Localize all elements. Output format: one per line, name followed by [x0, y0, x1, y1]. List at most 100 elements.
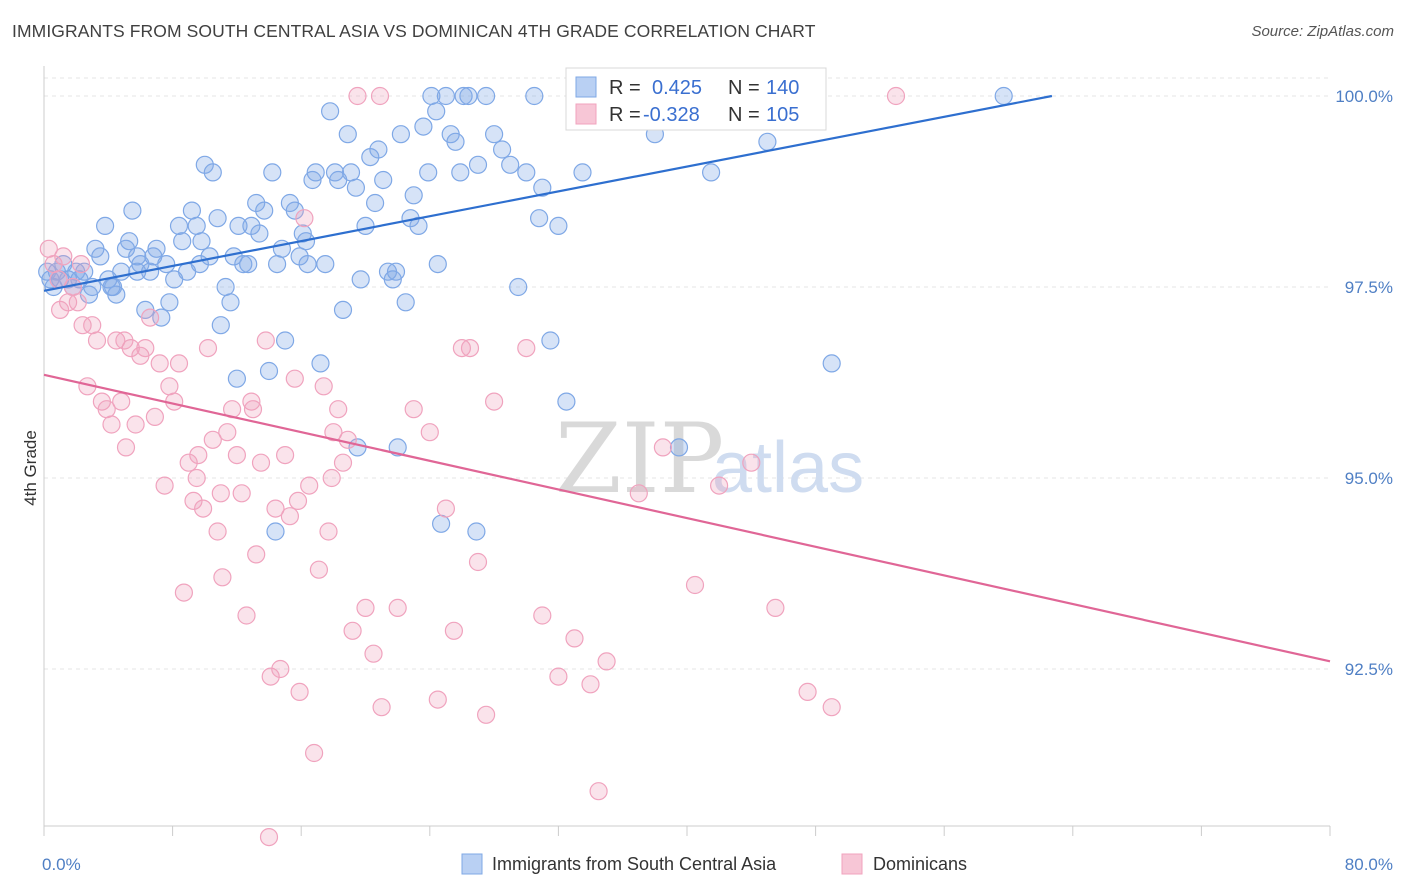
point-south-central-asia-54 — [259, 361, 279, 381]
legend-label-dominicans: Dominicans — [873, 854, 967, 874]
point-dominicans-17 — [121, 339, 140, 358]
point-dominicans-67 — [372, 698, 391, 717]
point-south-central-asia-133 — [529, 209, 549, 228]
stats-n-label-1: N = — [728, 77, 760, 99]
point-dominicans-32 — [194, 499, 213, 518]
point-dominicans-53 — [295, 209, 314, 228]
point-dominicans-41 — [237, 606, 256, 625]
point-dominicans-80 — [533, 606, 552, 625]
point-dominicans-31 — [189, 446, 208, 465]
point-dominicans-84 — [589, 782, 608, 801]
stats-r-label-1: R = — [609, 77, 641, 99]
point-dominicans-77 — [477, 705, 496, 724]
point-dominicans-60 — [329, 400, 348, 419]
y-tick-label-1: 95.0% — [1345, 469, 1393, 488]
point-south-central-asia-72 — [338, 125, 357, 144]
point-south-central-asia-55 — [263, 163, 282, 182]
point-south-central-asia-36 — [182, 201, 201, 220]
stats-legend-frame — [565, 67, 827, 131]
point-south-central-asia-92 — [427, 102, 446, 121]
point-dominicans-52 — [290, 682, 309, 702]
point-dominicans-92 — [798, 682, 817, 702]
point-south-central-asia-103 — [493, 140, 512, 159]
point-south-central-asia-116 — [669, 438, 689, 457]
point-dominicans-95 — [50, 300, 70, 319]
point-dominicans-25 — [160, 377, 179, 396]
point-dominicans-104 — [259, 827, 279, 847]
point-dominicans-47 — [266, 499, 285, 518]
point-dominicans-3 — [54, 247, 73, 266]
point-south-central-asia-33 — [169, 216, 189, 235]
point-dominicans-70 — [420, 423, 439, 442]
legend-swatch-south-central-asia — [461, 853, 483, 875]
point-south-central-asia-111 — [557, 392, 576, 411]
point-south-central-asia-34 — [173, 232, 192, 251]
point-south-central-asia-104 — [501, 155, 520, 174]
point-dominicans-34 — [203, 430, 222, 449]
point-dominicans-7 — [73, 316, 92, 335]
point-south-central-asia-93 — [432, 514, 451, 533]
trend-line-south-central-asia — [43, 94, 1053, 292]
point-dominicans-91 — [766, 598, 785, 618]
point-dominicans-81 — [549, 667, 568, 686]
point-south-central-asia-112 — [573, 163, 592, 182]
point-south-central-asia-105 — [509, 277, 528, 297]
trend-lines — [43, 94, 1331, 663]
point-south-central-asia-41 — [203, 163, 222, 182]
point-dominicans-30 — [184, 491, 203, 510]
y-axis-title: 4th Grade — [21, 430, 40, 506]
point-dominicans-71 — [428, 690, 447, 709]
point-south-central-asia-56 — [268, 255, 287, 274]
point-dominicans-103 — [370, 86, 390, 106]
y-tick-label-3: 100.0% — [1335, 87, 1393, 106]
point-south-central-asia-65 — [306, 163, 325, 182]
stats-n-value-1: 140 — [766, 77, 799, 99]
point-dominicans-63 — [343, 621, 362, 640]
point-dominicans-98 — [187, 468, 206, 488]
stats-swatch-blue — [575, 76, 597, 98]
stats-r-value-1: 0.425 — [652, 77, 702, 99]
series-legend: Immigrants from South Central Asia Domin… — [461, 853, 967, 875]
point-dominicans-59 — [324, 423, 343, 442]
point-dominicans-57 — [314, 377, 333, 396]
point-south-central-asia-107 — [525, 86, 544, 106]
point-south-central-asia-28 — [147, 239, 166, 258]
point-dominicans-72 — [436, 499, 455, 518]
point-dominicans-27 — [169, 354, 189, 373]
point-south-central-asia-63 — [298, 255, 317, 274]
point-dominicans-87 — [653, 438, 673, 457]
point-dominicans-6 — [68, 293, 87, 312]
point-dominicans-9 — [83, 316, 102, 335]
point-dominicans-96 — [71, 255, 91, 274]
x-tick-label-0: 0.0% — [42, 855, 81, 874]
trend-line-dominicans — [43, 373, 1331, 663]
point-south-central-asia-71 — [333, 300, 353, 319]
point-south-central-asia-131 — [428, 255, 447, 274]
point-south-central-asia-45 — [221, 293, 240, 312]
point-south-central-asia-47 — [229, 216, 248, 235]
point-dominicans-55 — [305, 743, 324, 763]
point-south-central-asia-48 — [234, 255, 253, 274]
point-dominicans-79 — [517, 339, 536, 358]
point-south-central-asia-49 — [239, 255, 258, 274]
point-south-central-asia-53 — [255, 201, 274, 220]
point-dominicans-75 — [460, 339, 480, 358]
point-south-central-asia-78 — [366, 193, 385, 213]
point-dominicans-93 — [822, 698, 841, 717]
point-dominicans-68 — [388, 598, 407, 618]
y-tick-label-0: 92.5% — [1345, 660, 1393, 679]
point-dominicans-16 — [116, 438, 136, 457]
point-south-central-asia-52 — [250, 224, 269, 243]
point-south-central-asia-83 — [386, 262, 406, 281]
point-dominicans-44 — [251, 453, 271, 472]
point-south-central-asia-108 — [533, 178, 552, 197]
point-dominicans-43 — [247, 545, 266, 564]
point-south-central-asia-110 — [549, 216, 568, 235]
legend-swatch-dominicans — [841, 853, 863, 875]
point-south-central-asia-44 — [216, 277, 235, 297]
chart-title: IMMIGRANTS FROM SOUTH CENTRAL ASIA VS DO… — [12, 21, 816, 41]
point-south-central-asia-84 — [391, 125, 410, 144]
point-dominicans-22 — [145, 407, 164, 426]
point-south-central-asia-58 — [276, 331, 295, 350]
